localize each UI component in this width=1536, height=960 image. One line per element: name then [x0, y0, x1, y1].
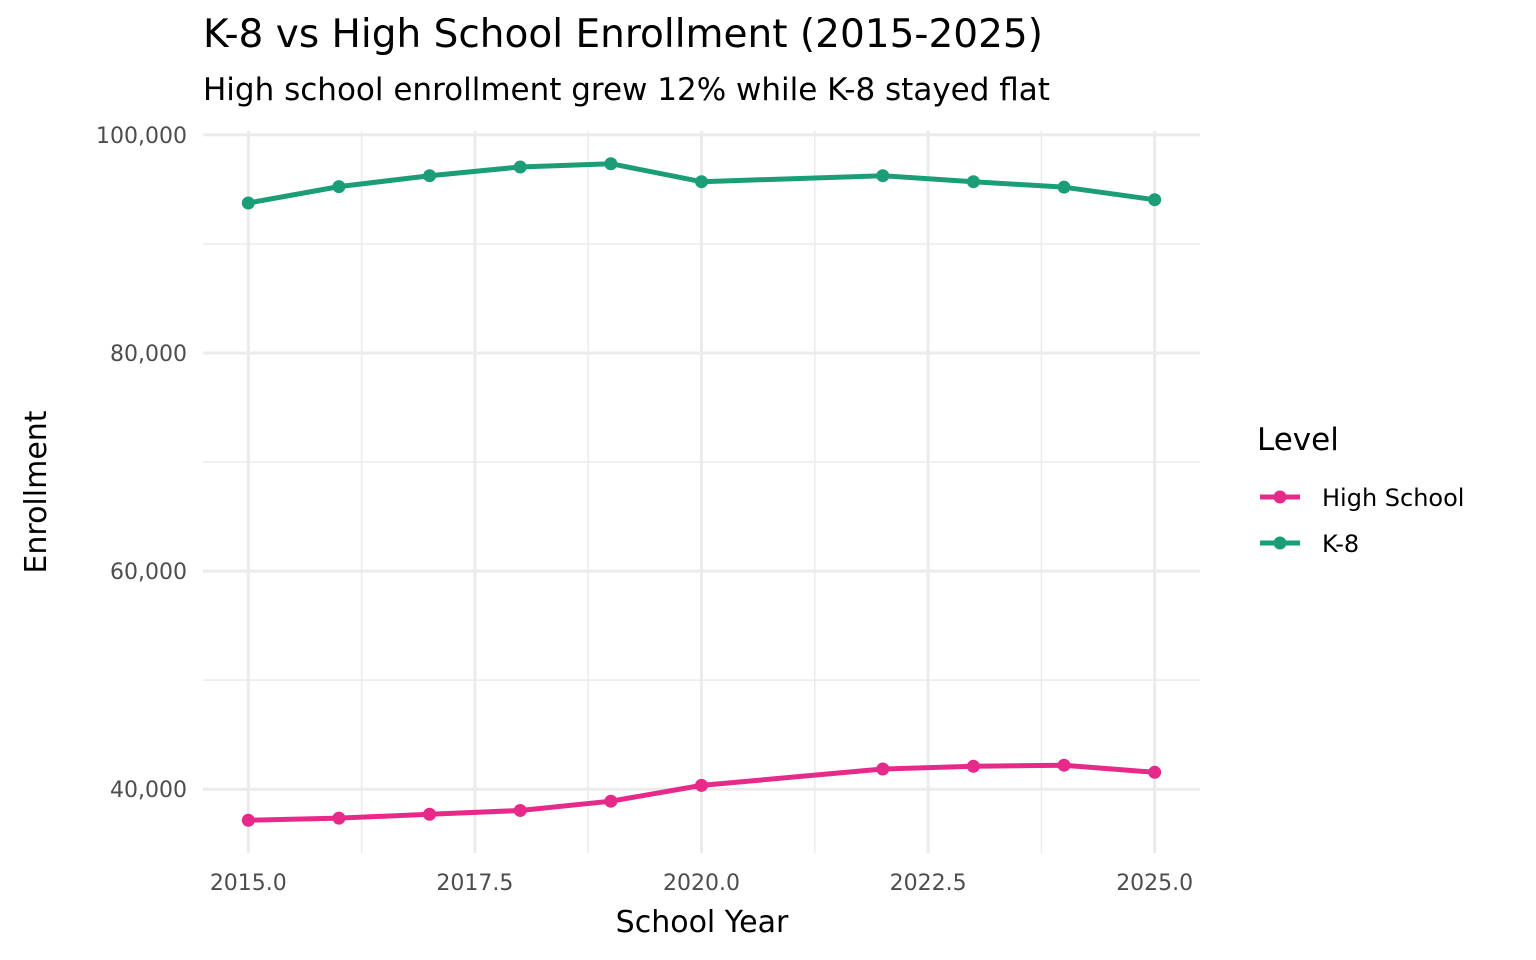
data-point-k-8	[876, 169, 890, 183]
data-point-k-8	[604, 157, 618, 171]
series-lines	[241, 157, 1162, 827]
data-point-high-school	[513, 803, 527, 817]
y-axis-title: Enrollment	[19, 410, 54, 573]
x-tick-label: 2022.5	[890, 871, 967, 896]
y-tick-label: 60,000	[110, 560, 187, 585]
data-point-k-8	[241, 196, 255, 210]
x-tick-label: 2025.0	[1116, 871, 1193, 896]
legend: Level High School K-8	[1257, 422, 1464, 558]
x-tick-label: 2017.5	[436, 871, 513, 896]
x-axis-title: School Year	[616, 905, 789, 940]
y-tick-label: 80,000	[110, 342, 187, 367]
grid	[203, 131, 1200, 853]
y-tick-label: 40,000	[110, 778, 187, 803]
data-point-high-school	[332, 811, 346, 825]
data-point-k-8	[423, 169, 437, 183]
tick-labels: 40,000 60,000 80,000 100,000 2015.0 2017.5 202…	[96, 124, 1193, 896]
y-tick-label: 100,000	[96, 124, 187, 149]
legend-title: Level	[1257, 422, 1339, 458]
data-point-high-school	[876, 762, 890, 776]
series-k-8	[241, 157, 1162, 210]
legend-key-point-k-8	[1273, 536, 1287, 550]
data-point-high-school	[695, 778, 708, 792]
data-point-k-8	[966, 175, 980, 189]
legend-key-point-high-school	[1273, 490, 1287, 504]
data-point-high-school	[241, 813, 255, 827]
data-point-k-8	[695, 175, 708, 189]
x-tick-label: 2020.0	[663, 871, 740, 896]
data-point-high-school	[966, 759, 980, 773]
data-point-high-school	[604, 794, 618, 808]
legend-label-high-school: High School	[1322, 484, 1464, 512]
data-point-high-school	[423, 807, 437, 821]
data-point-k-8	[513, 160, 527, 174]
data-point-k-8	[332, 180, 346, 194]
series-high-school	[241, 758, 1162, 827]
data-point-high-school	[1148, 765, 1162, 779]
legend-label-k-8: K-8	[1322, 530, 1359, 558]
series-line-k-8	[247, 161, 1156, 206]
chart-title: K-8 vs High School Enrollment (2015-2025…	[203, 12, 1043, 57]
chart-subtitle: High school enrollment grew 12% while K-…	[203, 72, 1050, 108]
data-point-k-8	[1057, 180, 1071, 194]
series-line-high-school	[248, 762, 1155, 823]
data-point-k-8	[1148, 193, 1162, 207]
data-point-high-school	[1057, 758, 1071, 772]
x-tick-label: 2015.0	[210, 871, 287, 896]
